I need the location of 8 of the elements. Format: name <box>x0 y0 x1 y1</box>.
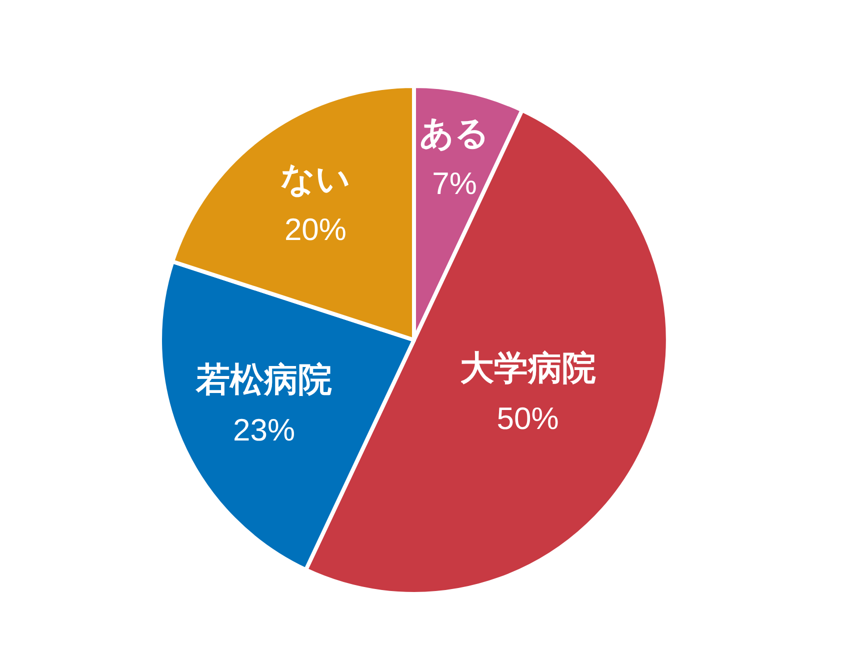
data-label: 7% <box>432 166 477 202</box>
slice-label: 大学病院 <box>460 348 596 389</box>
slice-label: ある <box>420 114 490 154</box>
slice-label: ない <box>280 159 350 200</box>
data-label: 23% <box>232 412 296 448</box>
data-label: 50% <box>496 401 559 436</box>
data-label: 20% <box>284 212 346 247</box>
slice-label: 若松病院 <box>194 360 332 400</box>
